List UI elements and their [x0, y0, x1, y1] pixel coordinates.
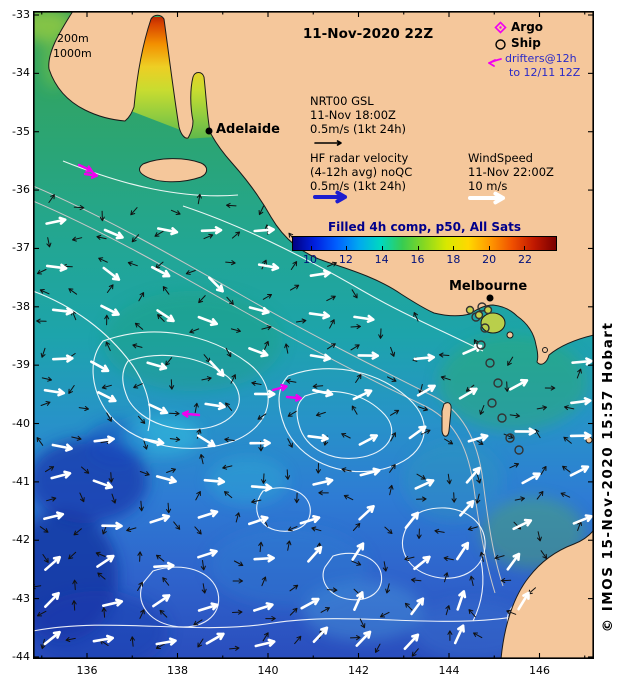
gsl-label-3: 0.5m/s (1kt 24h) — [310, 122, 407, 136]
y-axis-label: -39 — [12, 358, 30, 372]
colorbar-tick-mark — [381, 246, 383, 250]
y-axis-label: -44 — [12, 649, 30, 663]
colorbar-tick-label: 16 — [410, 253, 425, 266]
x-axis-label: 142 — [348, 664, 369, 677]
map-title: 11-Nov-2020 22Z — [302, 26, 434, 42]
colorbar-tick-label: 14 — [374, 253, 389, 266]
ship-marker — [483, 305, 493, 315]
gsl-label-2: 11-Nov 18:00Z — [310, 108, 396, 122]
legend-ship-label: Ship — [511, 36, 541, 50]
colorbar-tick-mark — [417, 246, 419, 250]
legend-drifters-line2: to 12/11 12Z — [509, 66, 581, 79]
y-axis-label: -38 — [12, 299, 30, 313]
argo-icon — [494, 21, 507, 34]
gsl-label-1: NRT00 GSL — [310, 94, 374, 108]
king-island — [441, 402, 452, 437]
melbourne-label: Melbourne — [449, 279, 528, 294]
colorbar-title: Filled 4h comp, p50, All Sats — [327, 220, 522, 234]
ship-marker — [497, 413, 507, 423]
map-canvas — [8, 9, 595, 671]
tasmania — [500, 528, 595, 660]
islet — [506, 331, 514, 339]
imos-watermark: © IMOS 15-Nov-2020 15:57 Hobart — [600, 321, 616, 633]
islet — [542, 347, 548, 353]
legend-drifters-line1: drifters@12h — [505, 52, 577, 65]
ship-icon — [495, 39, 506, 50]
melbourne-dot — [486, 294, 494, 302]
wind-label-3: 10 m/s — [468, 179, 508, 193]
colorbar-tick-label: 12 — [338, 253, 353, 266]
depth-label-1000m: 1000m — [53, 47, 92, 60]
ship-markers-layer — [465, 302, 524, 455]
plot-frame — [33, 11, 595, 660]
ship-marker — [476, 340, 486, 350]
y-axis-label: -43 — [12, 591, 30, 605]
ship-marker — [465, 305, 475, 315]
y-axis-label: -35 — [12, 124, 30, 138]
ship-marker — [505, 433, 515, 443]
wind-arrows-layer — [43, 216, 593, 650]
adelaide-dot — [205, 127, 213, 135]
wind-label-1: WindSpeed — [468, 151, 533, 165]
depth-label-200m: 200m — [57, 32, 89, 45]
y-axis-label: -37 — [12, 241, 30, 255]
y-axis-label: -41 — [12, 474, 30, 488]
hf-label-3: 0.5m/s (1kt 24h) — [310, 179, 407, 193]
colorbar-tick-mark — [453, 246, 455, 250]
drifter-arrow-icon — [488, 58, 502, 67]
land-masses — [48, 10, 595, 660]
y-axis-label: -33 — [12, 8, 30, 21]
hf-label-2: (4-12h avg) noQC — [310, 165, 413, 179]
port-phillip-bay — [480, 312, 506, 334]
colorbar — [292, 236, 557, 251]
colorbar-tick-label: 22 — [517, 253, 532, 266]
isobath-contours — [32, 185, 504, 594]
ship-marker — [514, 445, 524, 455]
adelaide-label: Adelaide — [216, 122, 280, 137]
y-axis-label: -42 — [12, 533, 30, 547]
drifter-tracks-layer — [77, 163, 303, 418]
colorbar-tick-label: 10 — [303, 253, 318, 266]
x-axis-label: 144 — [438, 664, 460, 677]
colorbar-tick-label: 18 — [446, 253, 461, 266]
y-axis-label: -36 — [12, 183, 30, 197]
ship-marker — [487, 398, 497, 408]
x-axis-label: 140 — [257, 664, 279, 677]
colorbar-tick-mark — [346, 246, 348, 250]
y-axis-label: -40 — [12, 416, 30, 430]
kangaroo-island — [139, 158, 208, 183]
x-axis-label: 136 — [76, 664, 98, 677]
ship-marker — [485, 358, 495, 368]
x-axis-label: 146 — [529, 664, 550, 677]
scale-arrow-samples — [313, 140, 505, 205]
legend-argo-label: Argo — [511, 20, 544, 34]
y-axis-label: -34 — [12, 66, 30, 80]
colorbar-tick-mark — [488, 246, 490, 250]
map-plot-area — [8, 9, 595, 671]
colorbar-tick-labels: 10 12 14 16 18 20 22 — [292, 253, 557, 267]
x-axis-label: 138 — [167, 664, 188, 677]
colorbar-tick-mark — [310, 246, 312, 250]
hf-label-1: HF radar velocity — [310, 151, 409, 165]
ship-marker — [474, 310, 484, 320]
ship-marker — [480, 323, 490, 333]
ship-marker — [493, 378, 503, 388]
colorbar-tick-mark — [524, 246, 526, 250]
wind-label-2: 11-Nov 22:00Z — [468, 165, 554, 179]
colorbar-tick-label: 20 — [482, 253, 497, 266]
